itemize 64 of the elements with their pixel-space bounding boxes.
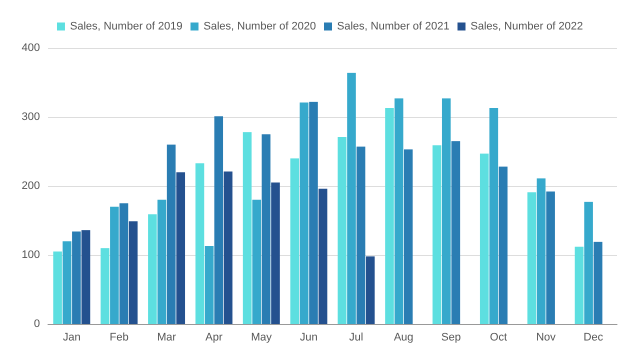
bar bbox=[574, 246, 584, 324]
x-tick-label: Dec bbox=[584, 332, 604, 344]
bar bbox=[338, 137, 346, 324]
bar bbox=[204, 246, 214, 324]
bar bbox=[157, 200, 166, 324]
x-tick-label: Mar bbox=[157, 332, 176, 344]
x-tick-label: Nov bbox=[536, 332, 556, 344]
bar bbox=[100, 248, 110, 324]
bar bbox=[594, 242, 602, 324]
legend-label: Sales, Number of 2022 bbox=[470, 20, 584, 32]
x-tick-label: Jun bbox=[300, 332, 318, 344]
bar bbox=[62, 241, 72, 324]
bar bbox=[290, 158, 300, 324]
bar bbox=[262, 134, 270, 324]
bar bbox=[53, 252, 62, 324]
bar bbox=[480, 154, 489, 324]
legend-label: Sales, Number of 2019 bbox=[70, 20, 182, 32]
bar bbox=[242, 132, 252, 324]
bar bbox=[176, 172, 186, 324]
x-tick-label: May bbox=[250, 332, 272, 344]
bar bbox=[128, 221, 138, 324]
bar bbox=[432, 145, 442, 324]
bar bbox=[148, 214, 157, 324]
x-tick-label: Oct bbox=[490, 332, 508, 344]
x-tick-label: Sep bbox=[441, 332, 461, 344]
bar bbox=[498, 166, 508, 324]
bar bbox=[214, 116, 224, 324]
bar bbox=[394, 98, 404, 324]
bar bbox=[271, 182, 280, 324]
bar bbox=[318, 188, 328, 324]
bar bbox=[300, 102, 308, 324]
bar bbox=[309, 102, 318, 324]
bar bbox=[195, 163, 204, 324]
bar bbox=[252, 200, 262, 324]
x-tick-label: Aug bbox=[394, 332, 414, 344]
legend-label: Sales, Number of 2021 bbox=[337, 20, 450, 32]
bar bbox=[385, 108, 394, 324]
y-tick-label: 200 bbox=[22, 180, 40, 192]
bar bbox=[442, 98, 451, 324]
bar bbox=[119, 203, 128, 324]
bar bbox=[224, 172, 232, 324]
bar bbox=[546, 192, 555, 324]
bar bbox=[356, 146, 366, 324]
legend-label: Sales, Number of 2020 bbox=[203, 20, 316, 32]
x-tick-label: Apr bbox=[205, 332, 223, 344]
x-tick-label: Jan bbox=[62, 332, 81, 344]
bar bbox=[81, 230, 90, 324]
bar bbox=[110, 206, 119, 324]
y-tick-label: 100 bbox=[22, 249, 40, 261]
bar bbox=[366, 256, 375, 324]
y-tick-label: 300 bbox=[22, 111, 40, 123]
x-tick-label: Jul bbox=[349, 332, 364, 344]
bar bbox=[72, 232, 81, 324]
bar bbox=[451, 141, 460, 324]
bar bbox=[166, 144, 176, 324]
bar bbox=[536, 178, 546, 324]
bar bbox=[527, 192, 536, 324]
bar bbox=[584, 202, 593, 324]
y-tick-label: 0 bbox=[34, 318, 40, 330]
bar bbox=[347, 72, 356, 324]
y-tick-label: 400 bbox=[22, 42, 40, 54]
x-tick-label: Feb bbox=[110, 332, 129, 344]
bar bbox=[489, 108, 498, 324]
bar bbox=[404, 149, 413, 324]
